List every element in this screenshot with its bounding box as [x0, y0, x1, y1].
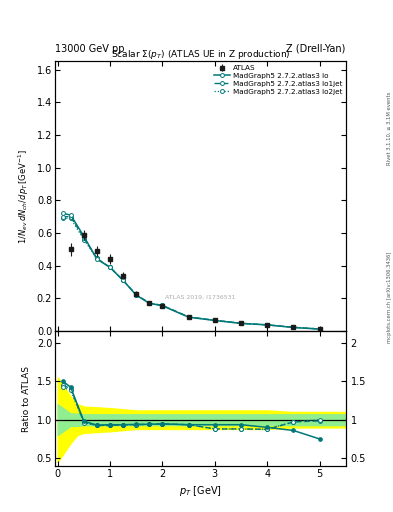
Text: ATLAS 2019, I1736531: ATLAS 2019, I1736531 — [165, 295, 236, 300]
X-axis label: $p_T$ [GeV]: $p_T$ [GeV] — [179, 484, 222, 498]
Text: Z (Drell-Yan): Z (Drell-Yan) — [286, 44, 346, 54]
Text: Rivet 3.1.10, ≥ 3.1M events: Rivet 3.1.10, ≥ 3.1M events — [387, 91, 392, 165]
Y-axis label: $1/N_{ev}\,dN_{ch}/dp_T\,[\mathrm{GeV}^{-1}]$: $1/N_{ev}\,dN_{ch}/dp_T\,[\mathrm{GeV}^{… — [17, 149, 31, 244]
Y-axis label: Ratio to ATLAS: Ratio to ATLAS — [22, 366, 31, 432]
Text: 13000 GeV pp: 13000 GeV pp — [55, 44, 125, 54]
Legend: ATLAS, MadGraph5 2.7.2.atlas3 lo, MadGraph5 2.7.2.atlas3 lo1jet, MadGraph5 2.7.2: ATLAS, MadGraph5 2.7.2.atlas3 lo, MadGra… — [213, 63, 343, 96]
Title: Scalar $\Sigma(p_T)$ (ATLAS UE in Z production): Scalar $\Sigma(p_T)$ (ATLAS UE in Z prod… — [111, 48, 290, 61]
Text: mcplots.cern.ch [arXiv:1306.3436]: mcplots.cern.ch [arXiv:1306.3436] — [387, 251, 392, 343]
